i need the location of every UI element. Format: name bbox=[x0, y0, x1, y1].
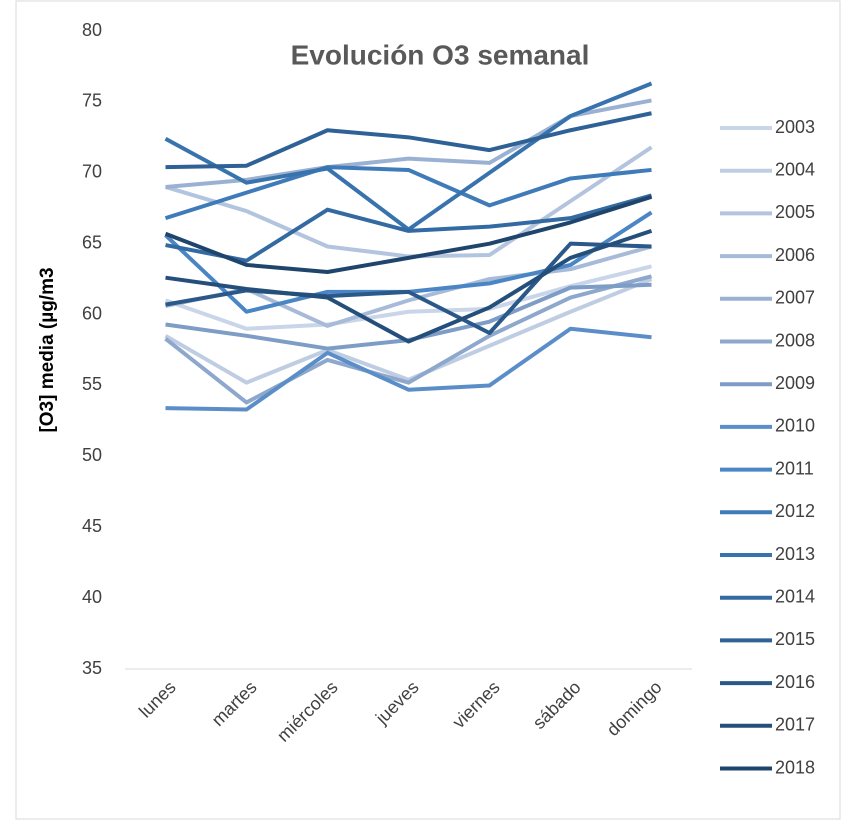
y-tick-label: 60 bbox=[82, 303, 102, 323]
y-tick-label: 50 bbox=[82, 445, 102, 465]
series-line bbox=[165, 111, 652, 170]
legend-label: 2004 bbox=[775, 159, 815, 179]
legend-label: 2010 bbox=[775, 416, 815, 436]
series-line bbox=[164, 194, 653, 275]
series-line bbox=[164, 274, 653, 405]
y-tick-label: 35 bbox=[82, 658, 102, 678]
y-tick-label: 80 bbox=[82, 20, 102, 40]
legend-label: 2018 bbox=[775, 757, 815, 777]
legend-label: 2015 bbox=[775, 629, 815, 649]
legend-label: 2017 bbox=[775, 715, 815, 735]
y-tick-label: 40 bbox=[82, 587, 102, 607]
legend-label: 2016 bbox=[775, 672, 815, 692]
legend-label: 2005 bbox=[775, 202, 815, 222]
legend-label: 2009 bbox=[775, 373, 815, 393]
legend-label: 2011 bbox=[775, 458, 814, 478]
y-tick-label: 65 bbox=[82, 232, 102, 252]
chart-title: Evolución O3 semanal bbox=[291, 39, 590, 70]
legend-label: 2008 bbox=[775, 330, 815, 350]
y-tick-label: 45 bbox=[82, 516, 102, 536]
series-line bbox=[165, 229, 653, 344]
series-line bbox=[165, 326, 652, 412]
series-line bbox=[164, 165, 652, 221]
series-line bbox=[165, 193, 653, 263]
chart-border bbox=[15, 0, 841, 820]
legend-label: 2003 bbox=[775, 117, 815, 137]
y-tick-label: 55 bbox=[82, 374, 102, 394]
series-line bbox=[164, 277, 653, 385]
y-tick-label: 75 bbox=[82, 91, 102, 111]
legend-label: 2012 bbox=[775, 501, 815, 521]
legend-label: 2007 bbox=[775, 288, 815, 308]
y-axis-label: [O3] media (µg/m3 bbox=[37, 267, 58, 432]
legend-label: 2006 bbox=[775, 245, 815, 265]
y-tick-label: 70 bbox=[82, 162, 102, 182]
legend-label: 2013 bbox=[775, 544, 815, 564]
legend-label: 2014 bbox=[775, 586, 815, 606]
